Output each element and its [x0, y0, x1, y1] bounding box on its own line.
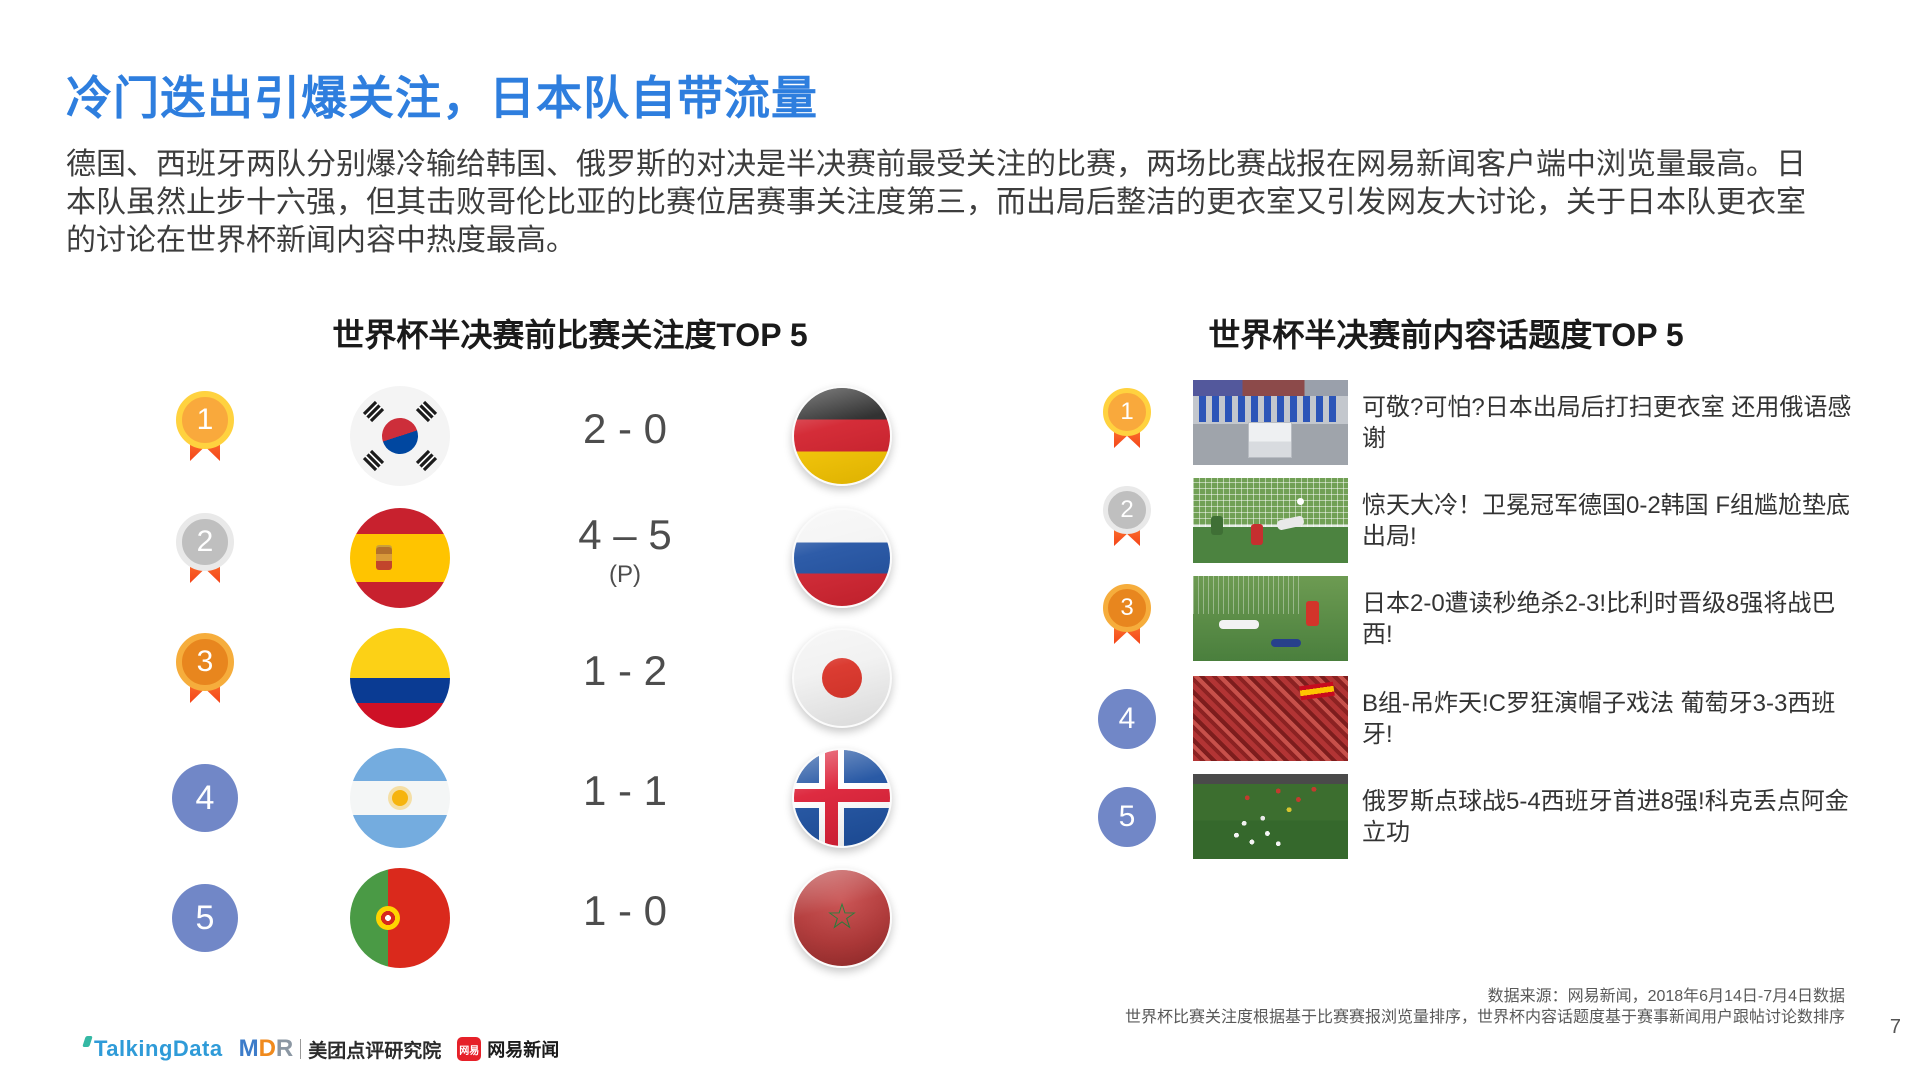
- rank-number: 2: [1103, 486, 1151, 534]
- thumb-spain-fans-crowd: [1193, 676, 1348, 761]
- bronze-medal-icon: 3: [1103, 584, 1151, 644]
- mdr-letter-r: R: [275, 1035, 294, 1062]
- topic-row-3: 3 日本2-0遭读秒绝杀2-3!比利时晋级8强将战巴西!: [1090, 576, 1850, 662]
- rank-number: 3: [1103, 584, 1151, 632]
- score-value: 4 – 5: [578, 511, 672, 558]
- spain-flag-icon: [350, 508, 450, 608]
- thumb-russia-celebration: [1193, 774, 1348, 859]
- gold-medal-icon: 1: [1103, 388, 1151, 448]
- silver-medal-icon: 2: [1103, 486, 1151, 546]
- news-headline: B组-吊炸天!C罗狂演帽子戏法 葡萄牙3-3西班牙!: [1362, 690, 1836, 748]
- player-white-lying: [1219, 620, 1259, 629]
- mdr-letter-m: M: [238, 1035, 259, 1062]
- news-headline: 可敬?可怕?日本出局后打扫更衣室 还用俄语感谢: [1362, 394, 1852, 452]
- right-panel-header: 世界杯半决赛前内容话题度TOP 5: [1208, 317, 1684, 353]
- germany-flag-icon: [792, 386, 892, 486]
- rank-circle: 4: [1098, 689, 1156, 749]
- morocco-flag-icon: ☆: [792, 868, 892, 968]
- topic-row-5: 5 俄罗斯点球战5-4西班牙首进8强!科克丢点阿金立功: [1090, 774, 1850, 860]
- sun-of-may-icon: [392, 790, 408, 806]
- match-row-5: 5 1 - 0 ☆: [140, 857, 910, 979]
- colombia-flag-icon: [350, 628, 450, 728]
- talkingdata-logo: TalkingData: [82, 1036, 223, 1062]
- score-value: 1 - 0: [582, 887, 668, 934]
- score-value: 1 - 1: [582, 767, 668, 814]
- footer-logos: TalkingData M D R 美团点评研究院 网易 网易新闻: [82, 1034, 559, 1064]
- match-score: 1 - 1: [560, 767, 690, 817]
- match-row-1: 1 2 - 0: [140, 375, 910, 497]
- news-headline: 日本2-0遭读秒绝杀2-3!比利时晋级8强将战巴西!: [1362, 590, 1836, 648]
- news-headline: 俄罗斯点球战5-4西班牙首进8强!科克丢点阿金立功: [1362, 788, 1849, 846]
- thumb-germany-korea-goal: [1193, 478, 1348, 563]
- rank-number: 1: [176, 391, 234, 449]
- taegeuk-icon: [377, 413, 423, 459]
- russia-flag-icon: [792, 508, 892, 608]
- thumb-players-on-ground: [1193, 576, 1348, 661]
- portugal-flag-icon: [350, 868, 450, 968]
- match-score: 1 - 0: [560, 887, 690, 937]
- spain-flag-in-crowd: [1299, 681, 1335, 701]
- topic-row-4: 4 B组-吊炸天!C罗狂演帽子戏法 葡萄牙3-3西班牙!: [1090, 676, 1850, 762]
- match-row-4: 4 1 - 1: [140, 737, 910, 859]
- match-row-3: 3 1 - 2: [140, 617, 910, 739]
- score-value: 1 - 2: [582, 647, 668, 694]
- football: [1297, 498, 1304, 505]
- locker-seats: [1199, 396, 1342, 422]
- mdr-letter-d: D: [258, 1035, 276, 1062]
- goal-net: [1193, 576, 1302, 615]
- match-score: 1 - 2: [560, 647, 690, 697]
- thumb-japan-locker-room: [1193, 380, 1348, 465]
- page-number: 7: [1889, 1016, 1901, 1038]
- netease-news-logo: 网易 网易新闻: [457, 1036, 559, 1062]
- source-line-2: 世界杯比赛关注度根据基于比赛赛报浏览量排序，世界杯内容话题度基于赛事新闻用户跟帖…: [1124, 1009, 1845, 1026]
- data-source-note: 数据来源：网易新闻，2018年6月14日-7月4日数据 世界杯比赛关注度根据基于…: [1125, 986, 1845, 1028]
- score-value: 2 - 0: [582, 405, 668, 452]
- talkingdata-wordmark: TalkingData: [94, 1036, 223, 1061]
- news-headline: 惊天大冷！卫冕冠军德国0-2韩国 F组尴尬垫底出局!: [1362, 492, 1851, 550]
- talkingdata-tick-icon: [82, 1036, 93, 1047]
- topic-row-2: 2 惊天大冷！卫冕冠军德国0-2韩国 F组尴尬垫底出局!: [1090, 478, 1850, 564]
- match-score: 2 - 0: [560, 405, 690, 455]
- fifa-banner: [1193, 380, 1348, 396]
- player-green: [1211, 516, 1223, 535]
- rank-circle: 5: [172, 884, 238, 952]
- argentina-flag-icon: [350, 748, 450, 848]
- portugal-shield-icon: [376, 906, 400, 930]
- japan-sun-disc-icon: [822, 658, 862, 698]
- iceland-flag-icon: [792, 748, 892, 848]
- meituan-dianping-research-logo: M D R 美团点评研究院: [239, 1035, 442, 1063]
- netease-wordmark: 网易新闻: [487, 1040, 560, 1060]
- gold-medal-icon: 1: [176, 391, 234, 461]
- player-red: [1251, 524, 1263, 545]
- locker-table: [1248, 422, 1292, 458]
- spain-crest-icon: [376, 547, 392, 570]
- rank-circle: 5: [1098, 787, 1156, 847]
- intro-paragraph: 德国、西班牙两队分别爆冷输给韩国、俄罗斯的对决是半决赛前最受关注的比赛，两场比赛…: [66, 148, 1806, 257]
- morocco-star-icon: ☆: [825, 895, 859, 937]
- netease-badge-icon: 网易: [457, 1037, 482, 1061]
- match-score: 4 – 5 (P): [560, 511, 690, 589]
- mdr-wordmark: 美团点评研究院: [308, 1040, 442, 1062]
- source-line-1: 数据来源：网易新闻，2018年6月14日-7月4日数据: [1487, 988, 1845, 1005]
- south-korea-flag-icon: [350, 386, 450, 486]
- silver-medal-icon: 2: [176, 513, 234, 583]
- page-title: 冷门迭出引爆关注，日本队自带流量: [66, 72, 818, 124]
- rank-circle: 4: [172, 764, 238, 832]
- player-blue-lying: [1271, 639, 1301, 647]
- score-note: (P): [609, 561, 641, 588]
- japan-flag-icon: [792, 628, 892, 728]
- rank-number: 2: [176, 513, 234, 571]
- player-red-standing: [1306, 601, 1319, 626]
- bronze-medal-icon: 3: [176, 633, 234, 703]
- match-row-2: 2 4 – 5 (P): [140, 497, 910, 619]
- rank-number: 1: [1103, 388, 1151, 436]
- left-panel-header: 世界杯半决赛前比赛关注度TOP 5: [332, 317, 808, 353]
- rank-number: 3: [176, 633, 234, 691]
- topic-row-1: 1 可敬?可怕?日本出局后打扫更衣室 还用俄语感谢: [1090, 380, 1851, 466]
- logo-divider: [300, 1039, 302, 1059]
